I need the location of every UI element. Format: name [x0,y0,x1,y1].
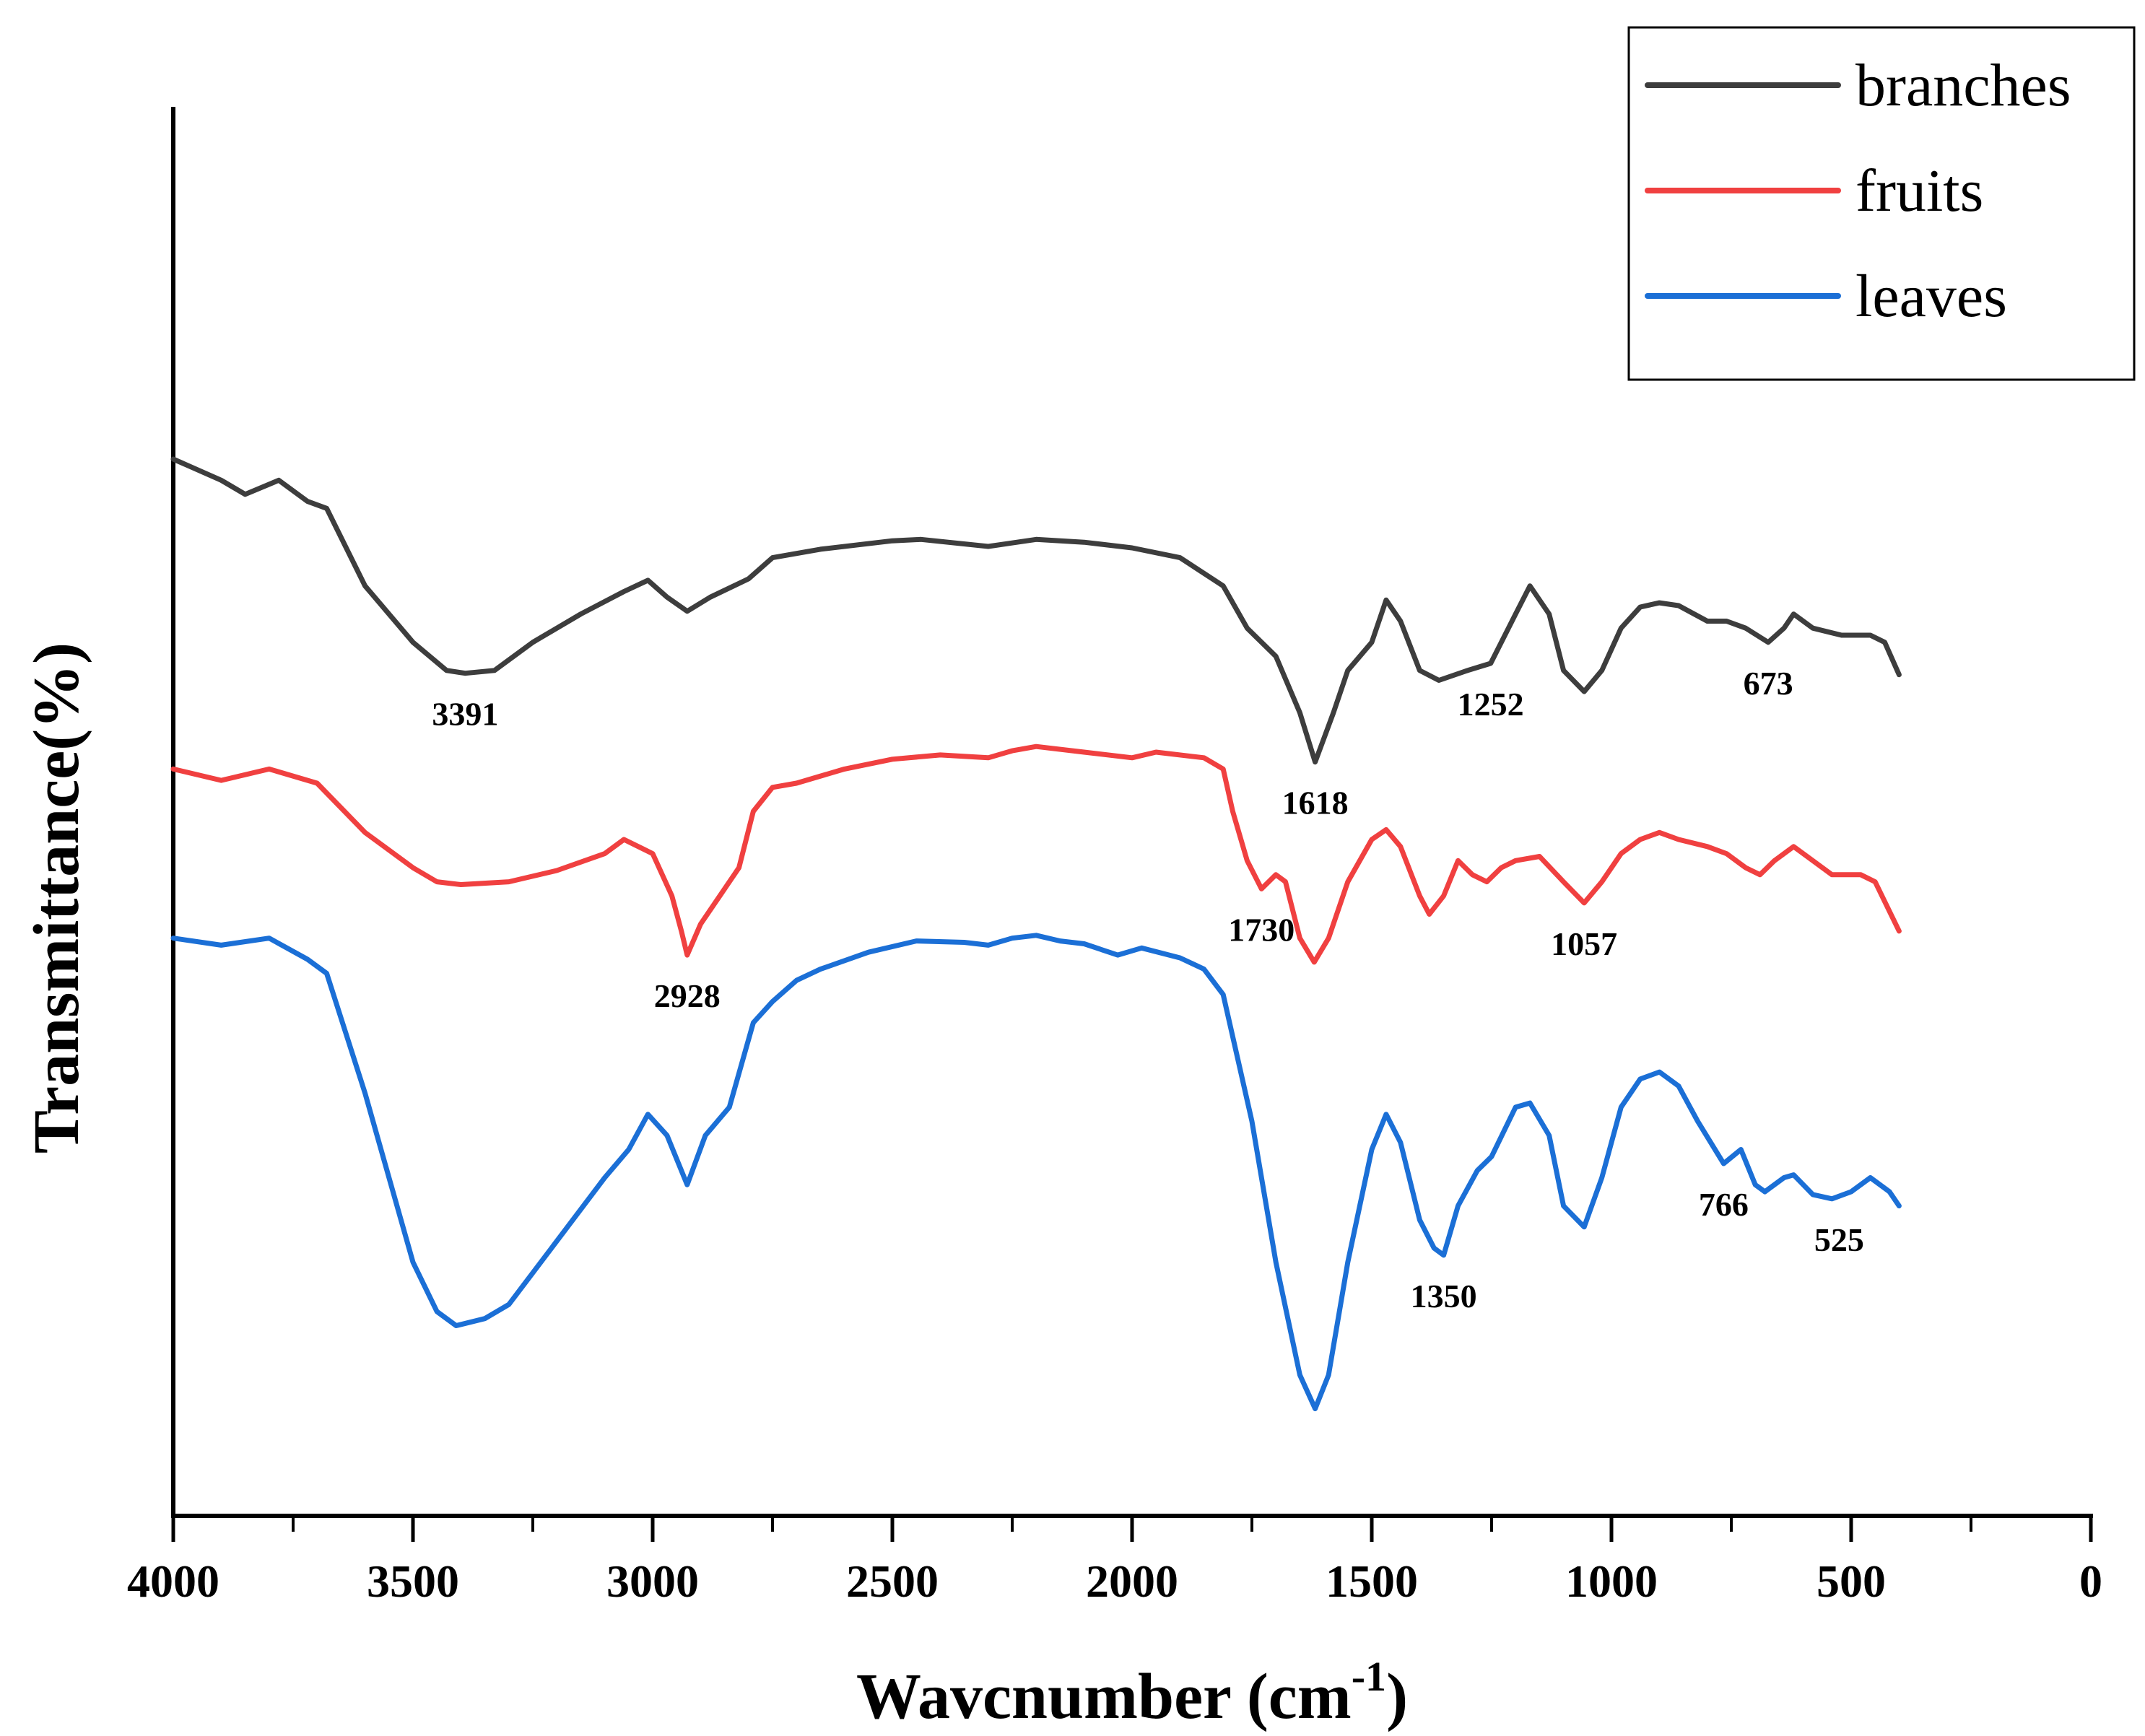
x-tick-label-500: 500 [1816,1556,1886,1607]
peak-label-branches-3391: 3391 [432,696,498,733]
x-tick-label-2500: 2500 [846,1556,939,1607]
legend-label-fruits: fruits [1855,157,1983,224]
series-line-leaves [170,933,1902,1412]
plot-area: 4000 3500 3000 2500 2000 1500 1000 500 0 3391 161… [127,107,2102,1607]
legend: branches fruits leaves [1627,26,2136,381]
peak-labels: 3391 1618 1252 673 2928 1730 1057 1350 766 525 [432,665,1864,1314]
legend-label-leaves: leaves [1855,263,2007,330]
peak-label-leaves-1350: 1350 [1411,1278,1477,1314]
peak-label-branches-673: 673 [1744,665,1793,702]
x-axis-title-main: Wavcnumber (cm [856,1661,1352,1732]
x-tick-label-3000: 3000 [606,1556,699,1607]
x-axis-title-superscript: -1 [1352,1653,1386,1700]
peak-label-branches-1618: 1618 [1282,785,1349,821]
x-tick-label-1500: 1500 [1326,1556,1418,1607]
series-line-fruits [170,743,1902,965]
x-axis-title: Wavcnumber (cm-1) [856,1653,1408,1732]
legend-label-branches: branches [1855,52,2071,119]
series-lines [170,456,1902,1412]
series-line-branches [170,456,1902,765]
peak-label-fruits-2928: 2928 [654,977,721,1014]
peak-label-leaves-525: 525 [1814,1221,1864,1258]
peak-label-leaves-766: 766 [1699,1186,1749,1223]
x-tick-label-3500: 3500 [367,1556,459,1607]
peak-label-fruits-1730: 1730 [1228,911,1295,948]
x-axis-title-suffix: ) [1386,1661,1408,1732]
x-tick-label-2000: 2000 [1086,1556,1178,1607]
x-tick-label-0: 0 [2079,1556,2102,1607]
peak-label-branches-1252: 1252 [1458,686,1524,723]
x-tick-label-1000: 1000 [1565,1556,1658,1607]
x-axis-ticks: 4000 3500 3000 2500 2000 1500 1000 500 0 [127,1516,2102,1607]
y-axis-title: Transmittance(%) [21,642,92,1153]
x-tick-label-4000: 4000 [127,1556,219,1607]
peak-label-fruits-1057: 1057 [1551,925,1617,962]
